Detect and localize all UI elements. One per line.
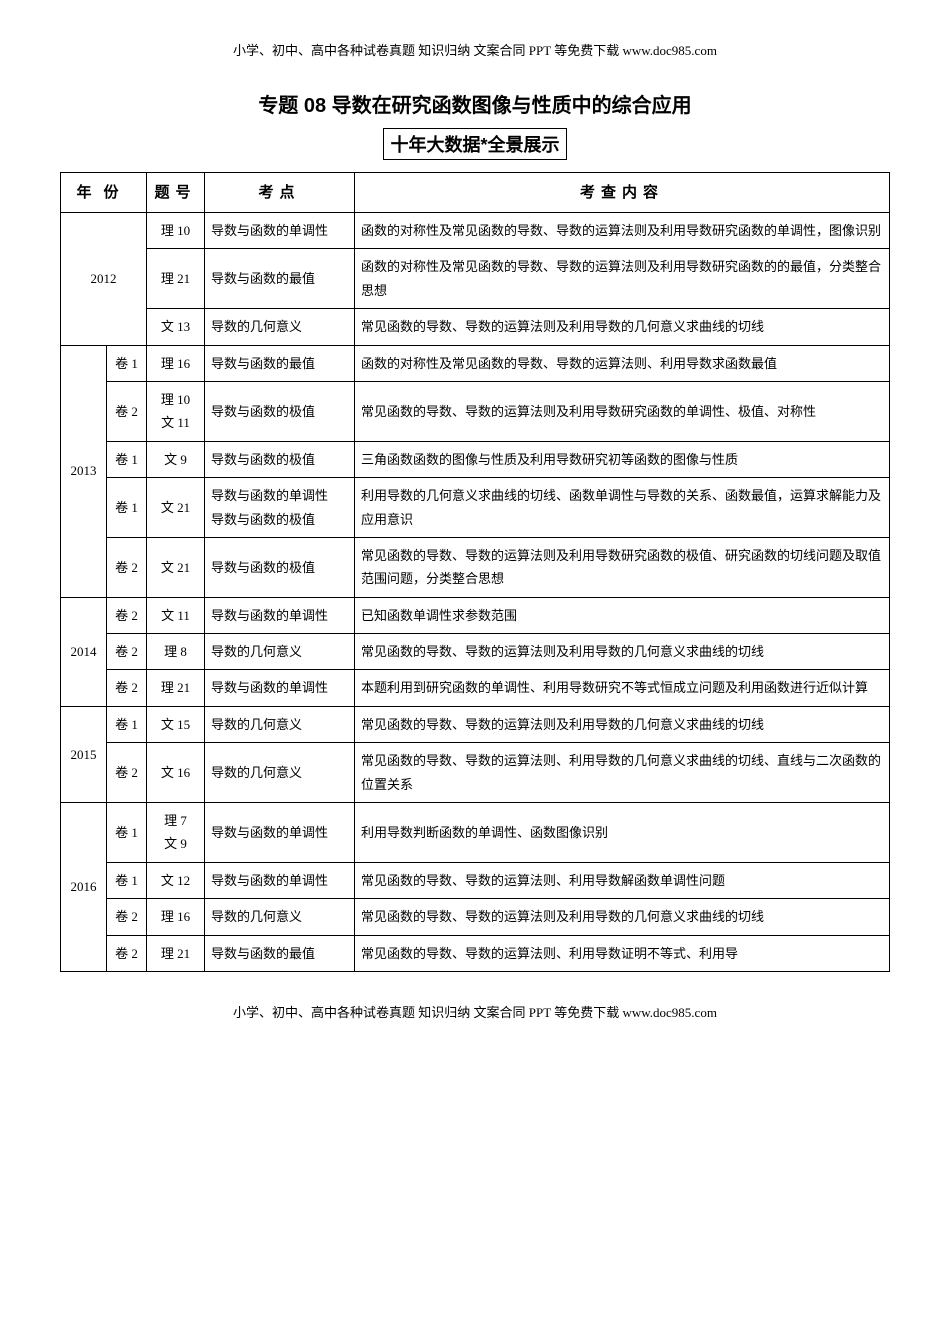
cell-sub: 卷 1: [107, 706, 147, 742]
col-content: 考查内容: [355, 173, 890, 213]
cell-content: 本题利用到研究函数的单调性、利用导数研究不等式恒成立问题及利用函数进行近似计算: [355, 670, 890, 706]
cell-point: 导数与函数的最值: [205, 935, 355, 971]
col-year: 年份: [61, 173, 147, 213]
cell-point: 导数的几何意义: [205, 743, 355, 803]
table-row: 卷 2理 21导数与函数的单调性本题利用到研究函数的单调性、利用导数研究不等式恒…: [61, 670, 890, 706]
cell-content: 函数的对称性及常见函数的导数、导数的运算法则及利用导数研究函数的的最值，分类整合…: [355, 249, 890, 309]
doc-title: 专题 08 导数在研究函数图像与性质中的综合应用: [60, 89, 890, 118]
cell-sub: 卷 2: [107, 743, 147, 803]
cell-num: 理 10: [147, 213, 205, 249]
cell-content: 利用导数判断函数的单调性、函数图像识别: [355, 803, 890, 863]
table-row: 卷 2文 21导数与函数的极值常见函数的导数、导数的运算法则及利用导数研究函数的…: [61, 537, 890, 597]
main-table: 年份 题号 考点 考查内容 2012理 10导数与函数的单调性函数的对称性及常见…: [60, 172, 890, 972]
cell-content: 常见函数的导数、导数的运算法则及利用导数的几何意义求曲线的切线: [355, 634, 890, 670]
cell-sub: 卷 1: [107, 345, 147, 381]
cell-point: 导数的几何意义: [205, 899, 355, 935]
cell-content: 常见函数的导数、导数的运算法则、利用导数证明不等式、利用导: [355, 935, 890, 971]
table-row: 2013卷 1理 16导数与函数的最值函数的对称性及常见函数的导数、导数的运算法…: [61, 345, 890, 381]
cell-num: 文 11: [147, 597, 205, 633]
cell-num: 理 21: [147, 670, 205, 706]
table-row: 卷 2理 10文 11导数与函数的极值常见函数的导数、导数的运算法则及利用导数研…: [61, 381, 890, 441]
cell-content: 利用导数的几何意义求曲线的切线、函数单调性与导数的关系、函数最值，运算求解能力及…: [355, 478, 890, 538]
doc-subtitle: 十年大数据*全景展示: [383, 128, 566, 160]
table-row: 卷 2理 8导数的几何意义常见函数的导数、导数的运算法则及利用导数的几何意义求曲…: [61, 634, 890, 670]
cell-num: 理 7文 9: [147, 803, 205, 863]
cell-content: 常见函数的导数、导数的运算法则及利用导数的几何意义求曲线的切线: [355, 309, 890, 345]
table-row: 卷 1文 21导数与函数的单调性导数与函数的极值利用导数的几何意义求曲线的切线、…: [61, 478, 890, 538]
cell-content: 常见函数的导数、导数的运算法则及利用导数研究函数的单调性、极值、对称性: [355, 381, 890, 441]
cell-num: 文 15: [147, 706, 205, 742]
cell-num: 文 9: [147, 441, 205, 477]
table-row: 文 13导数的几何意义常见函数的导数、导数的运算法则及利用导数的几何意义求曲线的…: [61, 309, 890, 345]
cell-year: 2014: [61, 597, 107, 706]
cell-point: 导数与函数的最值: [205, 345, 355, 381]
cell-year: 2016: [61, 803, 107, 972]
cell-point: 导数与函数的极值: [205, 537, 355, 597]
cell-sub: 卷 2: [107, 670, 147, 706]
table-row: 卷 2理 16导数的几何意义常见函数的导数、导数的运算法则及利用导数的几何意义求…: [61, 899, 890, 935]
cell-content: 常见函数的导数、导数的运算法则及利用导数的几何意义求曲线的切线: [355, 706, 890, 742]
cell-point: 导数与函数的极值: [205, 441, 355, 477]
cell-num: 理 10文 11: [147, 381, 205, 441]
col-point: 考点: [205, 173, 355, 213]
cell-num: 理 21: [147, 935, 205, 971]
cell-point: 导数的几何意义: [205, 309, 355, 345]
cell-num: 理 8: [147, 634, 205, 670]
cell-sub: 卷 2: [107, 634, 147, 670]
cell-sub: 卷 2: [107, 381, 147, 441]
cell-num: 文 16: [147, 743, 205, 803]
table-row: 卷 2理 21导数与函数的最值常见函数的导数、导数的运算法则、利用导数证明不等式…: [61, 935, 890, 971]
cell-year: 2015: [61, 706, 107, 802]
cell-content: 函数的对称性及常见函数的导数、导数的运算法则、利用导数求函数最值: [355, 345, 890, 381]
cell-point: 导数与函数的单调性导数与函数的极值: [205, 478, 355, 538]
cell-sub: 卷 2: [107, 935, 147, 971]
table-row: 2012理 10导数与函数的单调性函数的对称性及常见函数的导数、导数的运算法则及…: [61, 213, 890, 249]
table-row: 卷 1文 9导数与函数的极值三角函数函数的图像与性质及利用导数研究初等函数的图像…: [61, 441, 890, 477]
cell-sub: 卷 2: [107, 537, 147, 597]
subtitle-wrap: 十年大数据*全景展示: [60, 128, 890, 160]
cell-point: 导数与函数的单调性: [205, 597, 355, 633]
cell-num: 理 16: [147, 899, 205, 935]
cell-content: 函数的对称性及常见函数的导数、导数的运算法则及利用导数研究函数的单调性，图像识别: [355, 213, 890, 249]
table-row: 2016卷 1理 7文 9导数与函数的单调性利用导数判断函数的单调性、函数图像识…: [61, 803, 890, 863]
cell-year: 2012: [61, 213, 147, 346]
cell-point: 导数与函数的最值: [205, 249, 355, 309]
page-header: 小学、初中、高中各种试卷真题 知识归纳 文案合同 PPT 等免费下载 www.d…: [60, 40, 890, 59]
cell-sub: 卷 1: [107, 862, 147, 898]
table-row: 2015卷 1文 15导数的几何意义常见函数的导数、导数的运算法则及利用导数的几…: [61, 706, 890, 742]
cell-point: 导数的几何意义: [205, 634, 355, 670]
page-footer: 小学、初中、高中各种试卷真题 知识归纳 文案合同 PPT 等免费下载 www.d…: [60, 1002, 890, 1021]
cell-sub: 卷 1: [107, 441, 147, 477]
cell-content: 常见函数的导数、导数的运算法则、利用导数解函数单调性问题: [355, 862, 890, 898]
table-header-row: 年份 题号 考点 考查内容: [61, 173, 890, 213]
cell-content: 常见函数的导数、导数的运算法则及利用导数的几何意义求曲线的切线: [355, 899, 890, 935]
cell-year: 2013: [61, 345, 107, 597]
cell-content: 常见函数的导数、导数的运算法则、利用导数的几何意义求曲线的切线、直线与二次函数的…: [355, 743, 890, 803]
cell-num: 理 21: [147, 249, 205, 309]
cell-point: 导数与函数的单调性: [205, 213, 355, 249]
table-row: 卷 2文 16导数的几何意义常见函数的导数、导数的运算法则、利用导数的几何意义求…: [61, 743, 890, 803]
cell-num: 文 12: [147, 862, 205, 898]
cell-content: 已知函数单调性求参数范围: [355, 597, 890, 633]
cell-sub: 卷 2: [107, 899, 147, 935]
cell-sub: 卷 2: [107, 597, 147, 633]
cell-sub: 卷 1: [107, 478, 147, 538]
cell-num: 理 16: [147, 345, 205, 381]
col-num: 题号: [147, 173, 205, 213]
cell-point: 导数与函数的单调性: [205, 670, 355, 706]
cell-point: 导数的几何意义: [205, 706, 355, 742]
cell-point: 导数与函数的单调性: [205, 862, 355, 898]
cell-sub: 卷 1: [107, 803, 147, 863]
cell-content: 三角函数函数的图像与性质及利用导数研究初等函数的图像与性质: [355, 441, 890, 477]
table-row: 2014卷 2文 11导数与函数的单调性已知函数单调性求参数范围: [61, 597, 890, 633]
cell-num: 文 21: [147, 478, 205, 538]
table-row: 理 21导数与函数的最值函数的对称性及常见函数的导数、导数的运算法则及利用导数研…: [61, 249, 890, 309]
cell-num: 文 21: [147, 537, 205, 597]
cell-point: 导数与函数的单调性: [205, 803, 355, 863]
cell-num: 文 13: [147, 309, 205, 345]
cell-content: 常见函数的导数、导数的运算法则及利用导数研究函数的极值、研究函数的切线问题及取值…: [355, 537, 890, 597]
table-row: 卷 1文 12导数与函数的单调性常见函数的导数、导数的运算法则、利用导数解函数单…: [61, 862, 890, 898]
cell-point: 导数与函数的极值: [205, 381, 355, 441]
